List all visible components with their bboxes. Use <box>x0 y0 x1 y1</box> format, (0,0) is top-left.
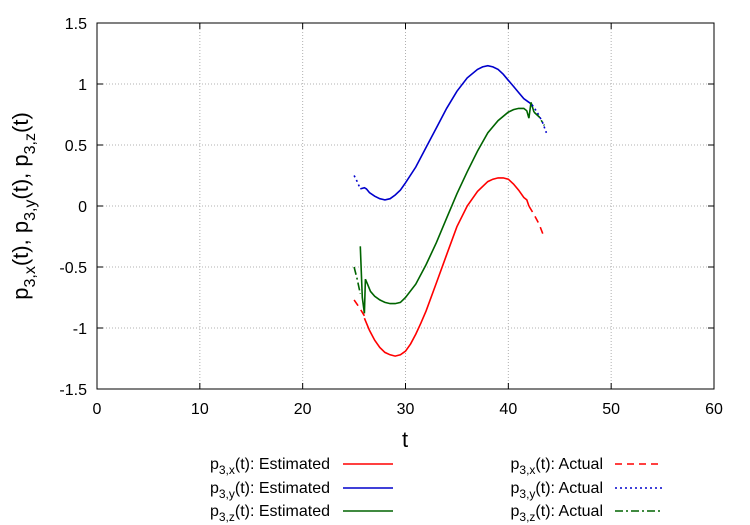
x-tick-label: 60 <box>705 401 723 418</box>
x-tick-label: 0 <box>93 401 102 418</box>
y-tick-label: -0.5 <box>59 260 87 277</box>
y-tick-label: 1.5 <box>65 16 87 33</box>
legend-label: p3,z(t): Estimated <box>210 503 330 524</box>
legend-label: p3,y(t): Actual <box>511 480 604 501</box>
legend-label: p3,y(t): Estimated <box>210 480 330 501</box>
x-tick-label: 40 <box>499 401 517 418</box>
y-tick-label: 1 <box>78 77 87 94</box>
series-line-3 <box>359 102 535 314</box>
y-tick-label: -1.5 <box>59 382 87 399</box>
y-tick-label: 0 <box>78 199 87 216</box>
legend-label: p3,z(t): Actual <box>511 503 604 524</box>
grid <box>97 23 714 389</box>
x-tick-label: 50 <box>602 401 620 418</box>
series-line-2 <box>360 64 533 201</box>
series-line-5 <box>353 104 548 190</box>
x-tick-label: 10 <box>191 401 209 418</box>
axis-ticks: 0 10 20 30 40 50 60 -1.5 -1 -0.5 0 0.5 1 1.5 <box>59 16 723 418</box>
x-axis-label: t <box>402 427 408 452</box>
y-tick-label: 0.5 <box>65 138 87 155</box>
series-lines <box>353 64 548 357</box>
y-axis-label: p3,x(t), p3,y(t), p3,z(t) <box>8 112 39 300</box>
series-line-6 <box>353 111 545 294</box>
y-tick-label: -1 <box>73 321 87 338</box>
x-tick-label: 20 <box>294 401 312 418</box>
x-tick-label: 30 <box>397 401 415 418</box>
series-line-1 <box>363 177 530 357</box>
legend-label: p3,x(t): Actual <box>511 456 604 477</box>
series-line-4 <box>353 205 546 317</box>
legend-label: p3,x(t): Estimated <box>210 456 330 477</box>
